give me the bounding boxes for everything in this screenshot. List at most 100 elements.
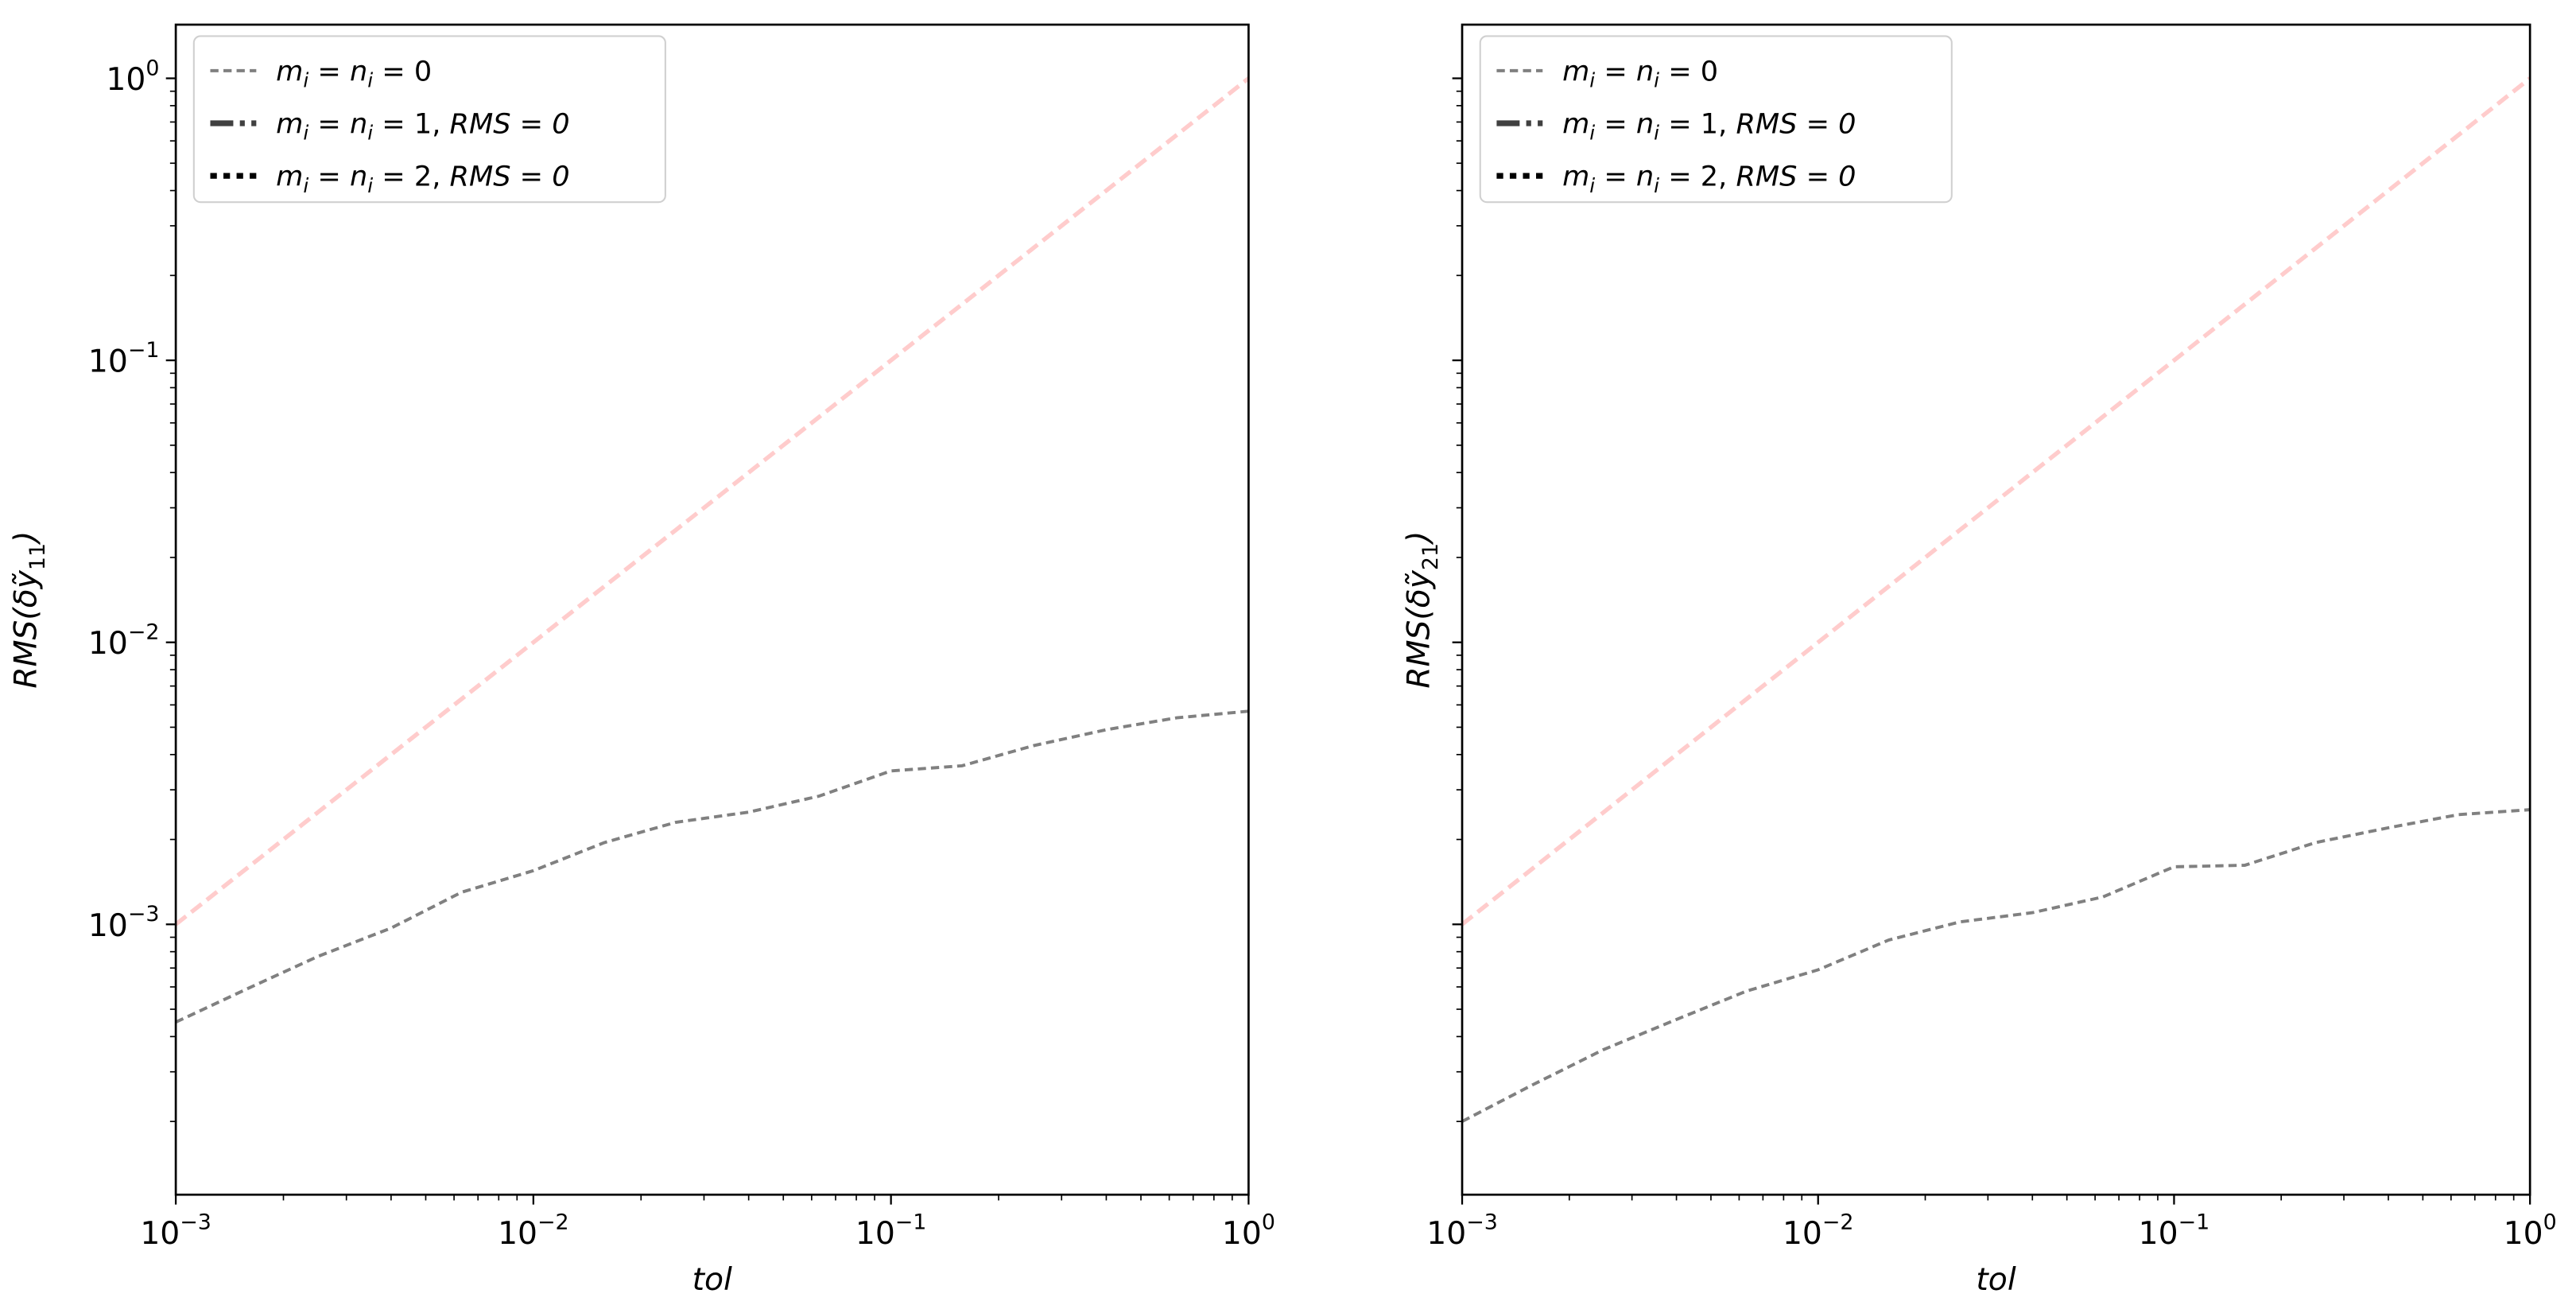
legend-n: n — [350, 55, 367, 87]
x-tick-label: 10−1 — [2139, 1210, 2210, 1253]
tick-exponent: −2 — [1822, 1210, 1854, 1235]
legend-sub: i — [1654, 122, 1659, 145]
y-axis-label: RMS(δỹ11) — [8, 531, 49, 689]
subplot-1: 10−3 10−2 10−1 10010−310−210−1100tolRMS(δỹ1… — [8, 23, 1275, 1298]
legend-eq: = 2, — [1659, 160, 1736, 192]
y-tick-label: 10−1 — [88, 338, 160, 380]
x-tick-label: 10−2 — [498, 1210, 569, 1253]
legend-box — [192, 35, 666, 204]
legend-rest: RMS = 0 — [1736, 107, 1856, 140]
tick-base: 10 — [1783, 1216, 1822, 1252]
ylabel-subscript: 21 — [1418, 543, 1443, 570]
legend-sub: i — [367, 122, 373, 145]
tick-base: 10 — [2504, 1216, 2543, 1252]
legend: mi = ni = 0mi = ni = 1, RMS = 0mi = ni =… — [192, 35, 666, 204]
ylabel-close: ) — [1402, 531, 1437, 546]
legend-m: m — [276, 160, 303, 192]
legend-eq: = 0 — [373, 55, 432, 87]
tick-base: 10 — [498, 1216, 537, 1252]
legend-eq: = 1, — [1659, 107, 1736, 140]
x-tick-label: 10−1 — [855, 1210, 927, 1253]
legend-n: n — [350, 160, 367, 192]
tick-base: 10 — [1222, 1216, 1262, 1252]
reference-line — [176, 76, 1249, 926]
ylabel-subscript: 11 — [25, 543, 50, 570]
legend-entry: mi = ni = 1, RMS = 0 — [276, 107, 569, 144]
tick-exponent: −2 — [128, 620, 160, 645]
legend-eq: = — [308, 55, 350, 87]
legend-sub: i — [1589, 122, 1595, 145]
tick-exponent: −3 — [180, 1210, 211, 1235]
tick-base: 10 — [88, 626, 128, 662]
tick-exponent: −2 — [537, 1210, 569, 1235]
y-tick-label: 10−3 — [88, 902, 160, 944]
ylabel-close: ) — [8, 531, 44, 546]
legend-entry: mi = ni = 1, RMS = 0 — [1562, 107, 1856, 144]
legend-m: m — [276, 107, 303, 140]
x-tick-label: 10−2 — [1783, 1210, 1854, 1253]
series-line — [176, 709, 1249, 1024]
legend-n: n — [1636, 160, 1654, 192]
legend-sub: i — [303, 122, 308, 145]
y-tick-label: 100 — [106, 56, 159, 98]
legend-rest: RMS = 0 — [450, 160, 570, 192]
tick-exponent: −1 — [2178, 1210, 2210, 1235]
x-tick-label: 100 — [2504, 1210, 2557, 1253]
axes-frame — [1461, 23, 2531, 1196]
legend-sub: i — [367, 69, 373, 92]
x-tick-label: 10−3 — [1426, 1210, 1498, 1253]
legend-eq: = — [308, 107, 350, 140]
legend-rest: RMS = 0 — [1736, 160, 1856, 192]
y-tick-label: 10−2 — [88, 620, 160, 662]
tick-base: 10 — [88, 908, 128, 944]
reference-line — [1462, 76, 2531, 926]
legend-entry: mi = ni = 0 — [276, 55, 432, 91]
legend-rest: RMS = 0 — [450, 107, 570, 140]
tick-exponent: −1 — [128, 338, 160, 363]
legend-eq: = — [1595, 160, 1636, 192]
tick-exponent: −3 — [128, 902, 160, 926]
tick-base: 10 — [1426, 1216, 1466, 1252]
legend-eq: = — [1595, 107, 1636, 140]
series-line — [1462, 808, 2531, 1123]
x-axis-label: tol — [692, 1262, 732, 1298]
tick-base: 10 — [140, 1216, 180, 1252]
tick-exponent: 0 — [2543, 1210, 2557, 1235]
x-tick-label: 10−3 — [140, 1210, 211, 1253]
legend-n: n — [1636, 107, 1654, 140]
tick-exponent: −3 — [1466, 1210, 1498, 1235]
legend: mi = ni = 0mi = ni = 1, RMS = 0mi = ni =… — [1479, 35, 1953, 204]
legend-box — [1479, 35, 1953, 204]
legend-n: n — [350, 107, 367, 140]
x-tick-label: 100 — [1222, 1210, 1275, 1253]
axes-frame — [174, 23, 1250, 1196]
legend-sub: i — [1589, 69, 1595, 92]
legend-eq: = 2, — [373, 160, 449, 192]
legend-sub: i — [367, 174, 373, 197]
legend-eq: = — [308, 160, 350, 192]
tick-exponent: 0 — [1262, 1210, 1275, 1235]
legend-m: m — [1562, 160, 1589, 192]
legend-eq: = 1, — [373, 107, 449, 140]
tick-base: 10 — [855, 1216, 895, 1252]
legend-eq: = 0 — [1659, 55, 1718, 87]
tick-base: 10 — [88, 344, 128, 380]
legend-sub: i — [303, 174, 308, 197]
legend-entry: mi = ni = 2, RMS = 0 — [276, 160, 569, 196]
tick-exponent: −1 — [895, 1210, 927, 1235]
legend-eq: = — [1595, 55, 1636, 87]
tick-base: 10 — [106, 62, 145, 98]
legend-sub: i — [1589, 174, 1595, 197]
legend-m: m — [276, 55, 303, 87]
legend-sub: i — [303, 69, 308, 92]
legend-entry: mi = ni = 0 — [1562, 55, 1718, 91]
legend-entry: mi = ni = 2, RMS = 0 — [1562, 160, 1856, 196]
legend-m: m — [1562, 55, 1589, 87]
legend-sub: i — [1654, 174, 1659, 197]
ylabel-main: RMS(δỹ — [8, 569, 44, 688]
legend-sub: i — [1654, 69, 1659, 92]
x-axis-label: tol — [1976, 1262, 2015, 1298]
ylabel-main: RMS(δỹ — [1402, 569, 1437, 688]
